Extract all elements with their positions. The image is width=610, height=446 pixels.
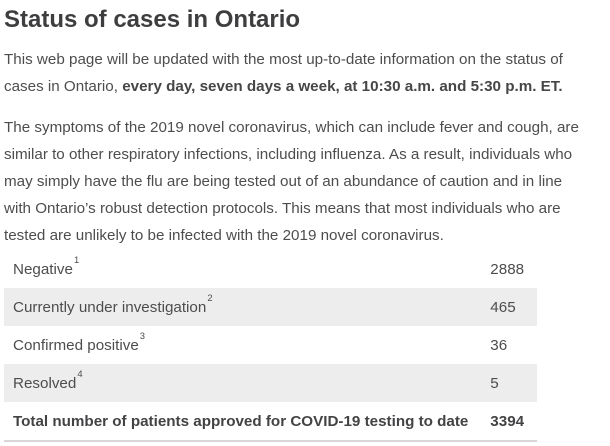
update-schedule-bold-text: every day, seven days a week, at 10:30 a… [122, 78, 563, 95]
table-row-total: Total number of patients approved for CO… [4, 402, 537, 441]
row-value: 5 [490, 374, 499, 392]
symptoms-paragraph: The symptoms of the 2019 novel coronavir… [4, 119, 579, 244]
row-label: Currently under investigation2 [13, 292, 213, 316]
table-row-confirmed-positive: Confirmed positive3 36 [4, 326, 537, 364]
footnote-ref-1: 1 [73, 254, 80, 266]
row-value: 465 [490, 298, 516, 316]
row-label: Confirmed positive3 [13, 330, 146, 354]
row-label: Resolved4 [13, 368, 83, 392]
total-label: Total number of patients approved for CO… [13, 412, 469, 430]
table-row-under-investigation: Currently under investigation2 465 [4, 288, 537, 326]
row-label: Negative1 [13, 254, 80, 278]
footnote-ref-3: 3 [139, 330, 146, 342]
table-row-resolved: Resolved4 5 [4, 364, 537, 402]
footnote-ref-2: 2 [207, 292, 213, 304]
footnote-ref-4: 4 [77, 368, 83, 380]
row-value: 2888 [490, 260, 525, 278]
status-table: Negative1 2888 Currently under investiga… [4, 250, 537, 442]
intro-text: This web page will be updated with the m… [4, 51, 563, 95]
total-value: 3394 [490, 412, 525, 430]
table-row-negative: Negative1 2888 [4, 250, 537, 288]
page-title: Status of cases in Ontario [4, 6, 301, 33]
row-value: 36 [490, 336, 508, 354]
intro-paragraph: This web page will be updated with the m… [4, 46, 582, 100]
